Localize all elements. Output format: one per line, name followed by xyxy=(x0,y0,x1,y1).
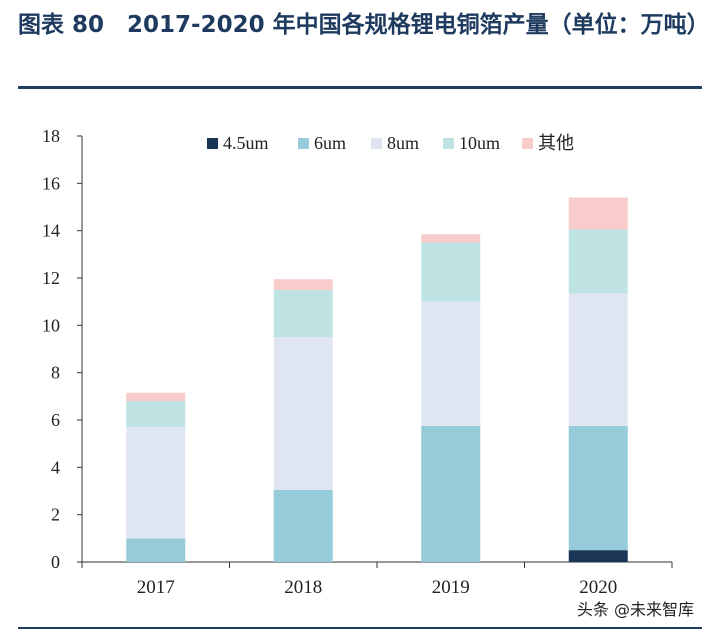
y-tick-label: 18 xyxy=(42,126,60,146)
bar-segment xyxy=(273,489,333,562)
y-tick-label: 2 xyxy=(51,505,60,525)
legend-swatch xyxy=(522,138,533,149)
legend: 4.5um 6um 8um 10um 其他 xyxy=(207,133,574,153)
bar-segment xyxy=(568,229,628,294)
figure-title: 图表 80 2017-2020 年中国各规格锂电铜箔产量（单位：万吨） xyxy=(18,12,710,38)
y-tick-label: 6 xyxy=(51,410,60,430)
x-tick-label: 2018 xyxy=(284,577,322,598)
legend-label: 4.5um xyxy=(223,133,269,153)
title-rule xyxy=(18,86,702,89)
legend-swatch xyxy=(207,138,218,149)
x-tick-label: 2017 xyxy=(137,577,175,598)
y-tick-label: 14 xyxy=(42,221,60,241)
legend-label: 10um xyxy=(459,133,500,153)
bar-segment xyxy=(421,242,481,302)
y-tick-label: 8 xyxy=(51,363,60,383)
legend-swatch xyxy=(371,138,382,149)
bar-segment xyxy=(126,392,186,402)
bar-segment xyxy=(273,279,333,290)
legend-label: 8um xyxy=(387,133,419,153)
bar-segment xyxy=(568,197,628,230)
bar-segment xyxy=(568,550,628,562)
y-tick-label: 10 xyxy=(42,315,60,335)
y-tick-label: 16 xyxy=(42,173,60,193)
bar-segment xyxy=(421,234,481,243)
footer-rule xyxy=(18,627,702,629)
bar-segment xyxy=(126,427,186,539)
legend-swatch xyxy=(298,138,309,149)
legend-label: 其他 xyxy=(538,133,574,153)
bar-segment xyxy=(421,301,481,426)
watermark: 头条 @未来智库 xyxy=(573,596,697,620)
y-tick-label: 0 xyxy=(51,552,60,572)
bar-segment xyxy=(126,538,186,562)
y-tick-label: 4 xyxy=(51,457,60,477)
y-axis: 0 2 4 6 8 10 12 14 16 18 xyxy=(42,126,83,572)
bar-segment xyxy=(568,293,628,426)
legend-swatch xyxy=(443,138,454,149)
x-tick-label: 2019 xyxy=(432,577,470,598)
bar-segment xyxy=(568,425,628,551)
legend-label: 6um xyxy=(314,133,346,153)
bar-segment xyxy=(126,401,186,428)
y-tick-label: 12 xyxy=(42,268,60,288)
bar-segment xyxy=(273,289,333,338)
x-axis: 2017 2018 2019 2020 xyxy=(81,561,673,598)
bars xyxy=(126,197,628,562)
bar-segment xyxy=(421,425,481,562)
x-tick-label: 2020 xyxy=(579,577,617,598)
bar-segment xyxy=(273,337,333,490)
